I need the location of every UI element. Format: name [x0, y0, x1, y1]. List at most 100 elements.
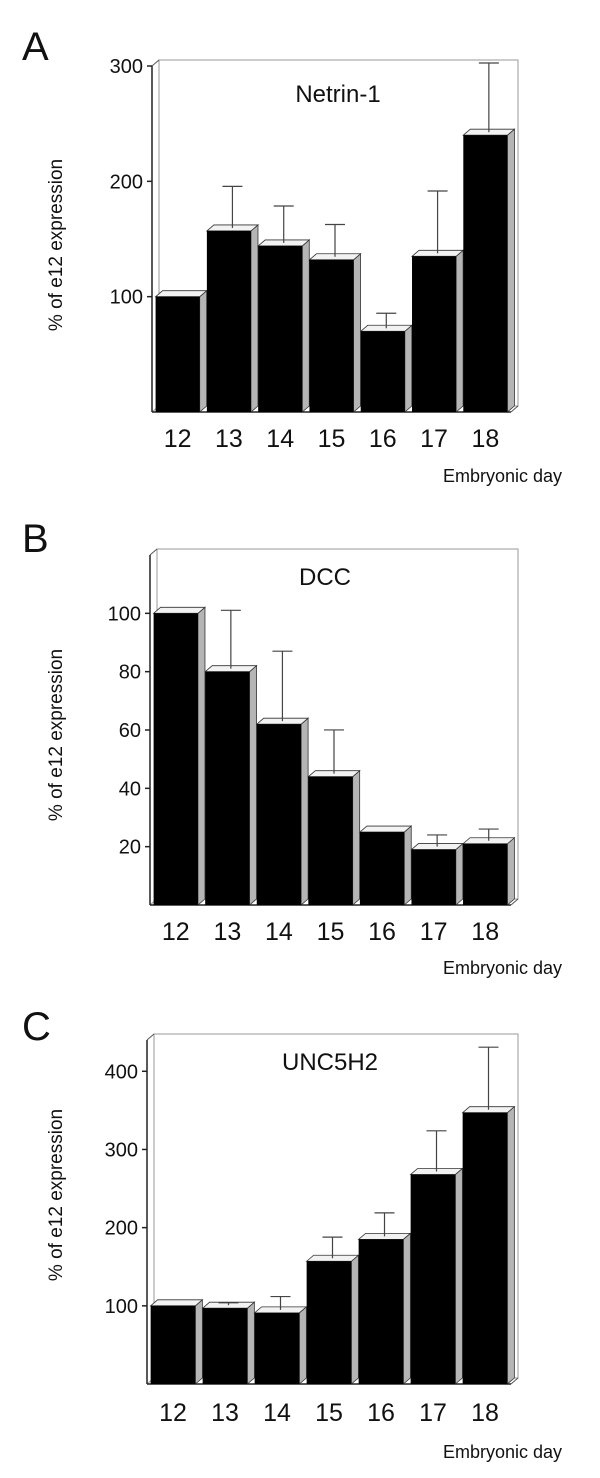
x-axis-label: Embryonic day [443, 466, 562, 486]
x-tick-label: 12 [162, 918, 190, 946]
y-tick-label: 80 [119, 662, 141, 684]
panel-letter: A [22, 25, 49, 69]
bar-side [250, 224, 259, 413]
bar-side [455, 842, 464, 906]
bar-side [454, 1167, 463, 1385]
bar-top [152, 606, 207, 614]
x-tick-label: 17 [420, 918, 448, 946]
bar [306, 1261, 352, 1384]
x-axis-label: Embryonic day [443, 958, 562, 978]
bar [411, 849, 456, 905]
bar [256, 724, 302, 905]
bar [462, 1112, 508, 1384]
y-tick-label: 100 [108, 603, 141, 625]
bar [206, 230, 251, 412]
bar [258, 245, 303, 412]
bar-side [403, 825, 412, 906]
panel-letter: B [22, 517, 49, 561]
y-tick-label: 100 [110, 287, 143, 309]
bar [410, 1174, 456, 1384]
panel-letter: C [22, 1005, 51, 1049]
x-tick-label: 17 [419, 1399, 447, 1427]
frame-depth-right [510, 1377, 519, 1385]
chart-title: UNC5H2 [282, 1049, 378, 1076]
frame-depth-right [510, 405, 519, 413]
chart-title: Netrin-1 [295, 81, 380, 108]
x-tick-label: 14 [265, 918, 293, 946]
chart-title: DCC [299, 564, 351, 591]
bar-side [301, 239, 310, 413]
frame-depth-top [151, 59, 160, 67]
bar-side [455, 249, 464, 413]
bar-side [298, 1305, 307, 1385]
plot-area: 100 200 300 12 13 14 15 16 17 18 [110, 56, 519, 453]
bar [359, 832, 405, 905]
frame-depth-top [146, 1033, 155, 1041]
x-tick-label: 16 [369, 425, 397, 453]
x-tick-label: 18 [471, 425, 499, 453]
bar [463, 135, 508, 412]
y-axis-label: % of e12 expression [46, 649, 67, 821]
bar [150, 1305, 196, 1384]
panel-b: B % of e12 expression 20 40 60 80 100 12 13 14 1… [22, 517, 562, 978]
x-tick-label: 13 [215, 425, 243, 453]
y-axis-label: % of e12 expression [46, 1109, 67, 1281]
x-tick-label: 13 [213, 918, 241, 946]
x-tick-label: 14 [266, 425, 294, 453]
bar [358, 1239, 404, 1384]
bar-side [353, 252, 361, 413]
y-tick-label: 200 [110, 171, 143, 193]
bar [463, 843, 508, 905]
bar-side [350, 1254, 359, 1385]
bar [155, 296, 200, 412]
panel-c: C % of e12 expression 100 200 300 400 12 13 14… [22, 1005, 562, 1462]
plot-area: 20 40 60 80 100 12 13 14 15 16 17 18 [108, 548, 519, 946]
y-tick-label: 300 [105, 1139, 138, 1161]
bar-side [506, 1105, 515, 1385]
x-tick-label: 14 [263, 1399, 291, 1427]
y-tick-label: 40 [119, 778, 141, 800]
y-tick-label: 60 [119, 720, 141, 742]
bar-top [154, 290, 208, 298]
bar-side [194, 1298, 203, 1385]
bar-side [352, 769, 361, 906]
bar [412, 256, 457, 412]
bar [360, 331, 405, 412]
y-tick-label: 100 [105, 1296, 138, 1318]
bar-side [246, 1301, 255, 1385]
x-tick-label: 12 [164, 425, 192, 453]
x-tick-label: 16 [368, 918, 396, 946]
frame-depth-top [149, 548, 158, 556]
plot-area: 100 200 300 400 12 13 14 15 16 17 18 [105, 1033, 519, 1427]
x-tick-label: 12 [159, 1399, 187, 1427]
x-tick-label: 17 [420, 425, 448, 453]
y-tick-label: 200 [105, 1218, 138, 1240]
y-tick-label: 20 [119, 837, 141, 859]
x-tick-label: 15 [318, 425, 346, 453]
frame-depth-right [510, 898, 519, 906]
bar-side [506, 836, 515, 906]
x-tick-label: 15 [315, 1399, 343, 1427]
x-tick-label: 15 [317, 918, 345, 946]
y-tick-label: 300 [110, 56, 143, 78]
bar [254, 1312, 300, 1384]
bar [205, 671, 250, 905]
bar-side [402, 1232, 411, 1385]
y-axis-label: % of e12 expression [46, 159, 67, 331]
bar [309, 259, 354, 412]
bar [202, 1308, 248, 1384]
bar-side [300, 717, 309, 906]
bar-side [404, 324, 413, 413]
bar-top [149, 1299, 204, 1307]
x-axis-label: Embryonic day [443, 1442, 562, 1462]
bar-side [197, 606, 206, 906]
x-tick-label: 13 [211, 1399, 239, 1427]
bar [153, 613, 198, 905]
x-tick-label: 18 [471, 1399, 499, 1427]
bar-side [507, 128, 515, 413]
bar-top [358, 825, 413, 833]
x-tick-label: 18 [471, 918, 499, 946]
y-tick-label: 400 [105, 1061, 138, 1083]
